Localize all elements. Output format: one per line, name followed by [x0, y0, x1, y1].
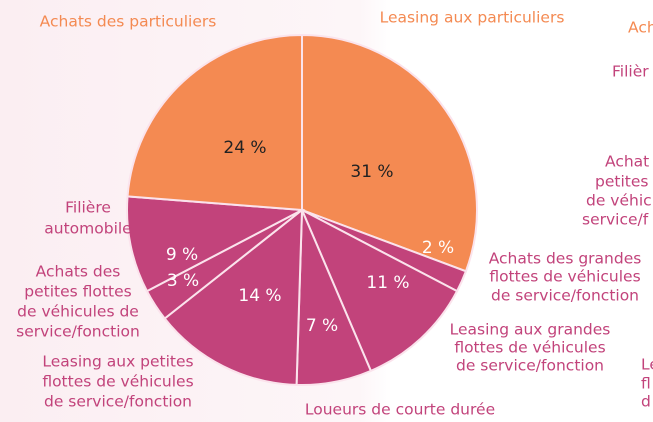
cropped-label: petites — [595, 173, 648, 191]
slice-label: flottes de véhicules — [454, 339, 605, 357]
slice-label: Achats des — [36, 263, 121, 281]
slice-label: de service/fonction — [44, 393, 192, 411]
slice-label: flottes de véhicules — [42, 373, 193, 391]
percent-label: 7 % — [306, 316, 338, 336]
percent-label: 3 % — [167, 271, 199, 291]
percent-label: 14 % — [238, 286, 281, 306]
slice-label: Achats des grandes — [489, 250, 642, 268]
slice-label: service/fonction — [16, 323, 140, 341]
slice-label: Leasing aux grandes — [450, 321, 611, 339]
pie-slice — [126, 195, 306, 293]
pie-slice — [126, 33, 303, 212]
slice-label: Achats des particuliers — [40, 13, 217, 31]
cropped-label: Filièr — [612, 63, 649, 81]
slice-label: automobile — [44, 220, 131, 238]
percent-label: 11 % — [366, 273, 409, 293]
slice-label: petites flottes — [24, 283, 131, 301]
slice-label: Loueurs de courte durée — [305, 401, 495, 419]
slice-label: de service/fonction — [456, 357, 604, 375]
cropped-label: d — [641, 393, 651, 411]
percent-label: 9 % — [166, 245, 198, 265]
cropped-label: fl — [641, 375, 651, 393]
percent-label: 31 % — [350, 162, 393, 182]
slice-label: flottes de véhicules — [489, 268, 640, 286]
cropped-label: service/f — [582, 211, 649, 229]
percent-label: 2 % — [422, 238, 454, 258]
pie-slice — [299, 207, 459, 373]
cropped-label: Ach — [628, 19, 653, 37]
slice-label: Leasing aux particuliers — [380, 9, 565, 27]
pie-slice — [301, 33, 478, 273]
slice-label: Filière — [65, 199, 111, 217]
cropped-label: de véhic — [586, 192, 652, 210]
percent-label: 24 % — [223, 138, 266, 158]
pie-slice — [163, 207, 304, 386]
cropped-label: Achat — [605, 153, 649, 171]
slice-label: de véhicules de — [17, 303, 139, 321]
slice-label: Leasing aux petites — [42, 353, 193, 371]
cropped-label: Le — [641, 356, 653, 374]
slice-label: de service/fonction — [491, 287, 639, 305]
